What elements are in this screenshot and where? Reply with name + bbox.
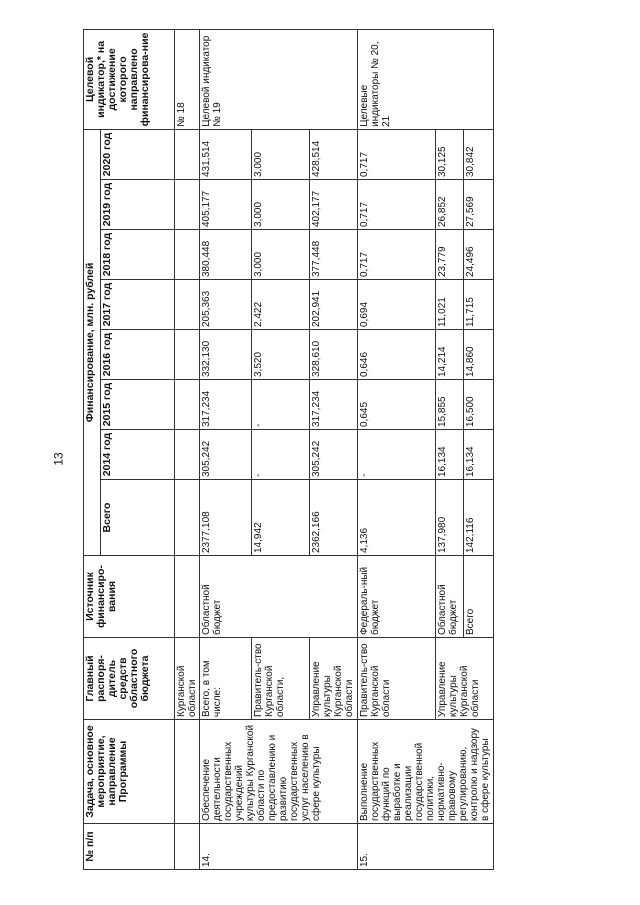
year-value: 3,000 [251,129,310,180]
year-value: 23,779 [435,229,464,280]
header-row: № п/п Задача, основное мероприятие, напр… [83,29,175,870]
year-value: 16,500 [463,379,494,430]
year-value: 27,569 [463,179,494,230]
year-value: 305,242 [309,429,358,480]
manager-cell: Правитель-ство Курганской области [357,637,436,720]
year-value: 431,514 [199,129,252,180]
year-value: 3,000 [251,179,310,230]
year-value: 2,422 [251,279,310,330]
year-value: 328,610 [309,329,358,380]
year-value: 377,448 [309,229,358,280]
year-value: - [251,429,310,480]
cell [174,555,200,638]
source-cell: Федераль-ный бюджет [357,555,436,638]
row-number: 15. [357,823,494,870]
year-value: 305,242 [199,429,252,480]
year-value: 30,842 [463,129,494,180]
year-value: 380,448 [199,229,252,280]
header-num: № п/п [83,823,175,870]
cell [174,329,200,380]
header-manager: Главный распоря-дитель средств областног… [83,637,175,720]
year-value: 24,496 [463,229,494,280]
year-value: 205,363 [199,279,252,330]
year-value: 0,694 [357,279,436,330]
total-value: 2377,108 [199,479,252,556]
row-number: 14. [199,823,358,870]
year-value: 0,717 [357,229,436,280]
year-value: 317,234 [199,379,252,430]
total-value: 14,942 [251,479,310,556]
year-value: 26,852 [435,179,464,230]
year-value: 428,514 [309,129,358,180]
year-value: 0,645 [357,379,436,430]
header-year: 2019 год [100,179,175,230]
indicator-cell: Целевой индикатор № 19 [199,29,358,130]
header-task: Задача, основное мероприятие, направлени… [83,719,175,824]
continuation-indicator: № 18 [174,29,200,130]
manager-cell: Правитель-ство Курганской области, [251,637,310,720]
header-year: 2020 год [100,129,175,180]
year-value: 3,520 [251,329,310,380]
header-year: 2016 год [100,329,175,380]
continuation-row: Курганской области № 18 [174,29,200,870]
continuation-manager: Курганской области [174,637,200,720]
header-year: 2018 год [100,229,175,280]
task-cell: Обеспечение деятельности государственных… [199,719,358,824]
year-value: - [251,379,310,430]
table-row: 14. Обеспечение деятельности государствен… [199,29,358,870]
header-year: 2015 год [100,379,175,430]
table-row: 15. Выполнение государственных функций по… [357,29,494,870]
header-indicator: Целевой индикатор,* на достижение которо… [83,29,175,130]
manager-cell: Управление культуры Курганской области [435,637,494,720]
cell [174,479,200,556]
indicator-cell: Целевые индикаторы № 20, 21 [357,29,494,130]
cell [174,429,200,480]
year-value: 332,130 [199,329,252,380]
header-financing: Финансирование, млн. рублей [83,129,101,556]
header-year: 2017 год [100,279,175,330]
year-value: 30,125 [435,129,464,180]
cell [174,129,200,180]
cell [174,279,200,330]
year-value: 14,860 [463,329,494,380]
rotated-table-wrapper: № п/п Задача, основное мероприятие, напр… [83,29,527,870]
cell [174,379,200,430]
year-value: 405,177 [199,179,252,230]
year-value: 402,177 [309,179,358,230]
source-cell: Областной бюджет [435,555,464,638]
total-value: 2362,166 [309,479,358,556]
year-value: 202,941 [309,279,358,330]
manager-cell: Всего, в том числе: [199,637,252,720]
header-year: 2014 год [100,429,175,480]
year-value: 0,717 [357,129,436,180]
year-value: 3,000 [251,229,310,280]
cell [174,179,200,230]
year-value: 14,214 [435,329,464,380]
total-value: 142,116 [463,479,494,556]
year-value: 317,234 [309,379,358,430]
task-cell: Выполнение государственных функций по вы… [357,719,494,824]
total-value: 137,980 [435,479,464,556]
year-value: 0,717 [357,179,436,230]
year-value: 15,855 [435,379,464,430]
cell [174,719,200,824]
header-source: Источник финансиро-вания [83,555,175,638]
year-value: 0,646 [357,329,436,380]
financing-table: № п/п Задача, основное мероприятие, напр… [83,29,494,870]
year-value: 11,021 [435,279,464,330]
source-cell: Всего [463,555,494,638]
manager-cell: Управление культуры Курганской области [309,637,358,720]
cell [174,229,200,280]
source-cell: Областной бюджет [199,555,358,638]
year-value: 16,134 [435,429,464,480]
page-number: 13 [51,452,66,466]
cell [174,823,200,870]
total-value: 4,136 [357,479,436,556]
header-total: Всего [100,479,175,556]
year-value: - [357,429,436,480]
year-value: 16,134 [463,429,494,480]
year-value: 11,715 [463,279,494,330]
